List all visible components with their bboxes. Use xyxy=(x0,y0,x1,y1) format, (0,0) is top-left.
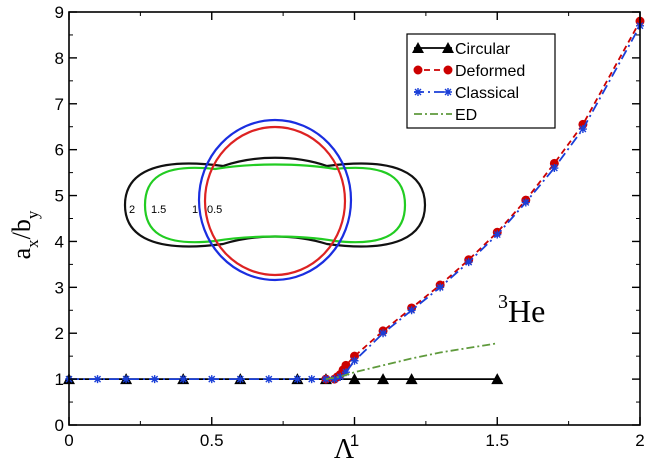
inset-shapes: 2 1.5 1 0.5 xyxy=(123,118,427,282)
point-classical-11 xyxy=(330,375,339,384)
annotation-main: He xyxy=(508,293,545,329)
point-classical-20 xyxy=(521,198,530,207)
point-circular-8 xyxy=(405,373,418,385)
point-classical-16 xyxy=(407,306,416,315)
y-label-b: /b xyxy=(7,219,36,239)
point-circular-9 xyxy=(491,373,504,385)
point-circular-6 xyxy=(348,373,361,385)
x-tick-label: 1 xyxy=(350,431,359,450)
y-tick-label: 9 xyxy=(55,3,64,22)
point-classical-22 xyxy=(578,125,587,134)
legend-label-classical: Classical xyxy=(455,85,519,102)
y-label-sub-x: x xyxy=(23,239,42,248)
series-line-ed xyxy=(325,342,498,380)
point-classical-9 xyxy=(307,375,316,384)
svg-text:ax/by: ax/by xyxy=(7,210,42,259)
inset-label-1: 1 xyxy=(192,204,198,216)
point-classical-15 xyxy=(379,329,388,338)
legend-label-circular: Circular xyxy=(455,41,511,58)
point-classical-13 xyxy=(341,368,350,377)
inset-label-2: 2 xyxy=(129,204,135,216)
point-classical-19 xyxy=(493,230,502,239)
series-layer xyxy=(63,16,645,385)
inset-shape-0-5 xyxy=(197,118,353,282)
x-tick-label: 2 xyxy=(635,431,644,450)
inset-shape-1 xyxy=(203,125,347,277)
legend-label-deformed: Deformed xyxy=(455,63,525,80)
point-classical-2 xyxy=(122,375,131,384)
y-tick-label: 7 xyxy=(55,95,64,114)
y-tick-label: 2 xyxy=(55,324,64,343)
y-tick-label: 8 xyxy=(55,49,64,68)
y-tick-label: 6 xyxy=(55,141,64,160)
legend-marker-circular-a xyxy=(412,42,424,53)
point-classical-6 xyxy=(236,375,245,384)
legend: Circular Deformed Classical ED xyxy=(406,33,556,129)
legend-marker-circular-b xyxy=(442,42,454,53)
inset-label-0-5: 0.5 xyxy=(207,204,222,216)
tick-labels: 0 0.5 1 1.5 2 0 1 2 3 4 5 6 7 8 9 xyxy=(55,3,645,450)
inset-shape-1-5 xyxy=(143,163,407,244)
legend-label-ed: ED xyxy=(455,107,477,124)
inset-shape-2 xyxy=(123,156,427,248)
y-tick-label: 5 xyxy=(55,187,64,206)
annotation-3he: 3He xyxy=(498,291,545,329)
axes xyxy=(68,11,641,426)
x-axis-label: Λ xyxy=(334,434,355,465)
legend-marker-deformed-b xyxy=(443,65,453,75)
point-classical-18 xyxy=(464,258,473,267)
y-tick-label: 4 xyxy=(55,232,64,251)
annotation-sup: 3 xyxy=(498,291,508,313)
y-axis-label: ax/by xyxy=(7,210,42,259)
point-classical-5 xyxy=(207,375,216,384)
point-classical-7 xyxy=(264,375,273,384)
point-classical-4 xyxy=(179,375,188,384)
x-tick-label: 0.5 xyxy=(200,431,224,450)
legend-box xyxy=(406,33,556,129)
point-classical-8 xyxy=(293,375,302,384)
x-tick-label: 0 xyxy=(64,431,73,450)
y-label-sub-y: y xyxy=(23,210,42,219)
y-label-a: a xyxy=(7,247,36,259)
inset-label-1-5: 1.5 xyxy=(151,204,166,216)
point-classical-17 xyxy=(436,283,445,292)
point-classical-14 xyxy=(350,356,359,365)
x-tick-label: 1.5 xyxy=(485,431,509,450)
y-tick-label: 3 xyxy=(55,278,64,297)
y-tick-label: 1 xyxy=(55,370,64,389)
point-classical-21 xyxy=(550,164,559,173)
legend-marker-classical-a xyxy=(414,88,422,96)
point-classical-3 xyxy=(150,375,159,384)
legend-marker-deformed-a xyxy=(413,65,423,75)
legend-marker-classical-b xyxy=(444,88,452,96)
point-classical-1 xyxy=(93,375,102,384)
point-circular-7 xyxy=(377,373,390,385)
point-classical-12 xyxy=(336,372,345,381)
y-tick-label: 0 xyxy=(55,416,64,435)
